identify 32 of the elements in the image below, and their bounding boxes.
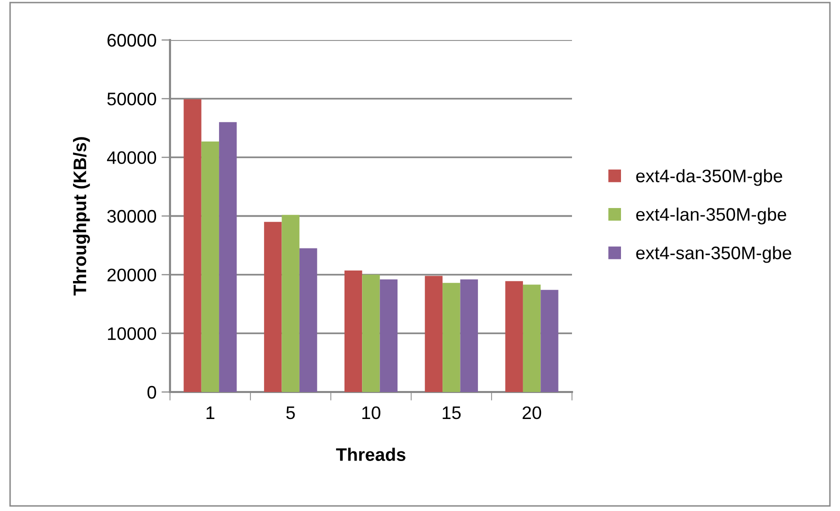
bar [299, 248, 318, 392]
x-axis-title: Threads [336, 448, 406, 461]
bar [264, 222, 282, 392]
bar [505, 281, 523, 392]
bar [540, 290, 558, 392]
x-tick-label: 5 [286, 406, 295, 420]
y-tick-label: 60000 [108, 34, 156, 47]
bar [362, 274, 380, 392]
bar [442, 282, 460, 392]
legend-label: ext4-lan-350M-gbe [636, 208, 786, 224]
bar [424, 276, 443, 392]
bar [522, 284, 541, 392]
y-tick-label: 0 [147, 386, 156, 399]
bar [380, 279, 398, 392]
bar [219, 122, 237, 392]
y-tick-label: 20000 [108, 268, 156, 282]
y-axis-title: Throughput (KB/s) [73, 137, 90, 296]
x-tick-label: 20 [522, 406, 542, 420]
bar [344, 270, 362, 392]
y-tick-label: 30000 [107, 210, 156, 223]
legend-label: ext4-san-350M-gbe [636, 246, 792, 263]
y-tick-label: 50000 [107, 92, 156, 106]
x-tick-label: 10 [362, 406, 380, 420]
bar [460, 279, 478, 392]
bar [282, 214, 300, 392]
bar [201, 141, 220, 392]
x-tick-label: 15 [442, 406, 461, 420]
x-tick-label: 1 [206, 406, 214, 419]
y-tick-label: 10000 [108, 327, 156, 340]
bar [184, 99, 202, 392]
legend-label: ext4-da-350M-gbe [636, 169, 782, 186]
y-tick-label: 40000 [107, 151, 156, 164]
